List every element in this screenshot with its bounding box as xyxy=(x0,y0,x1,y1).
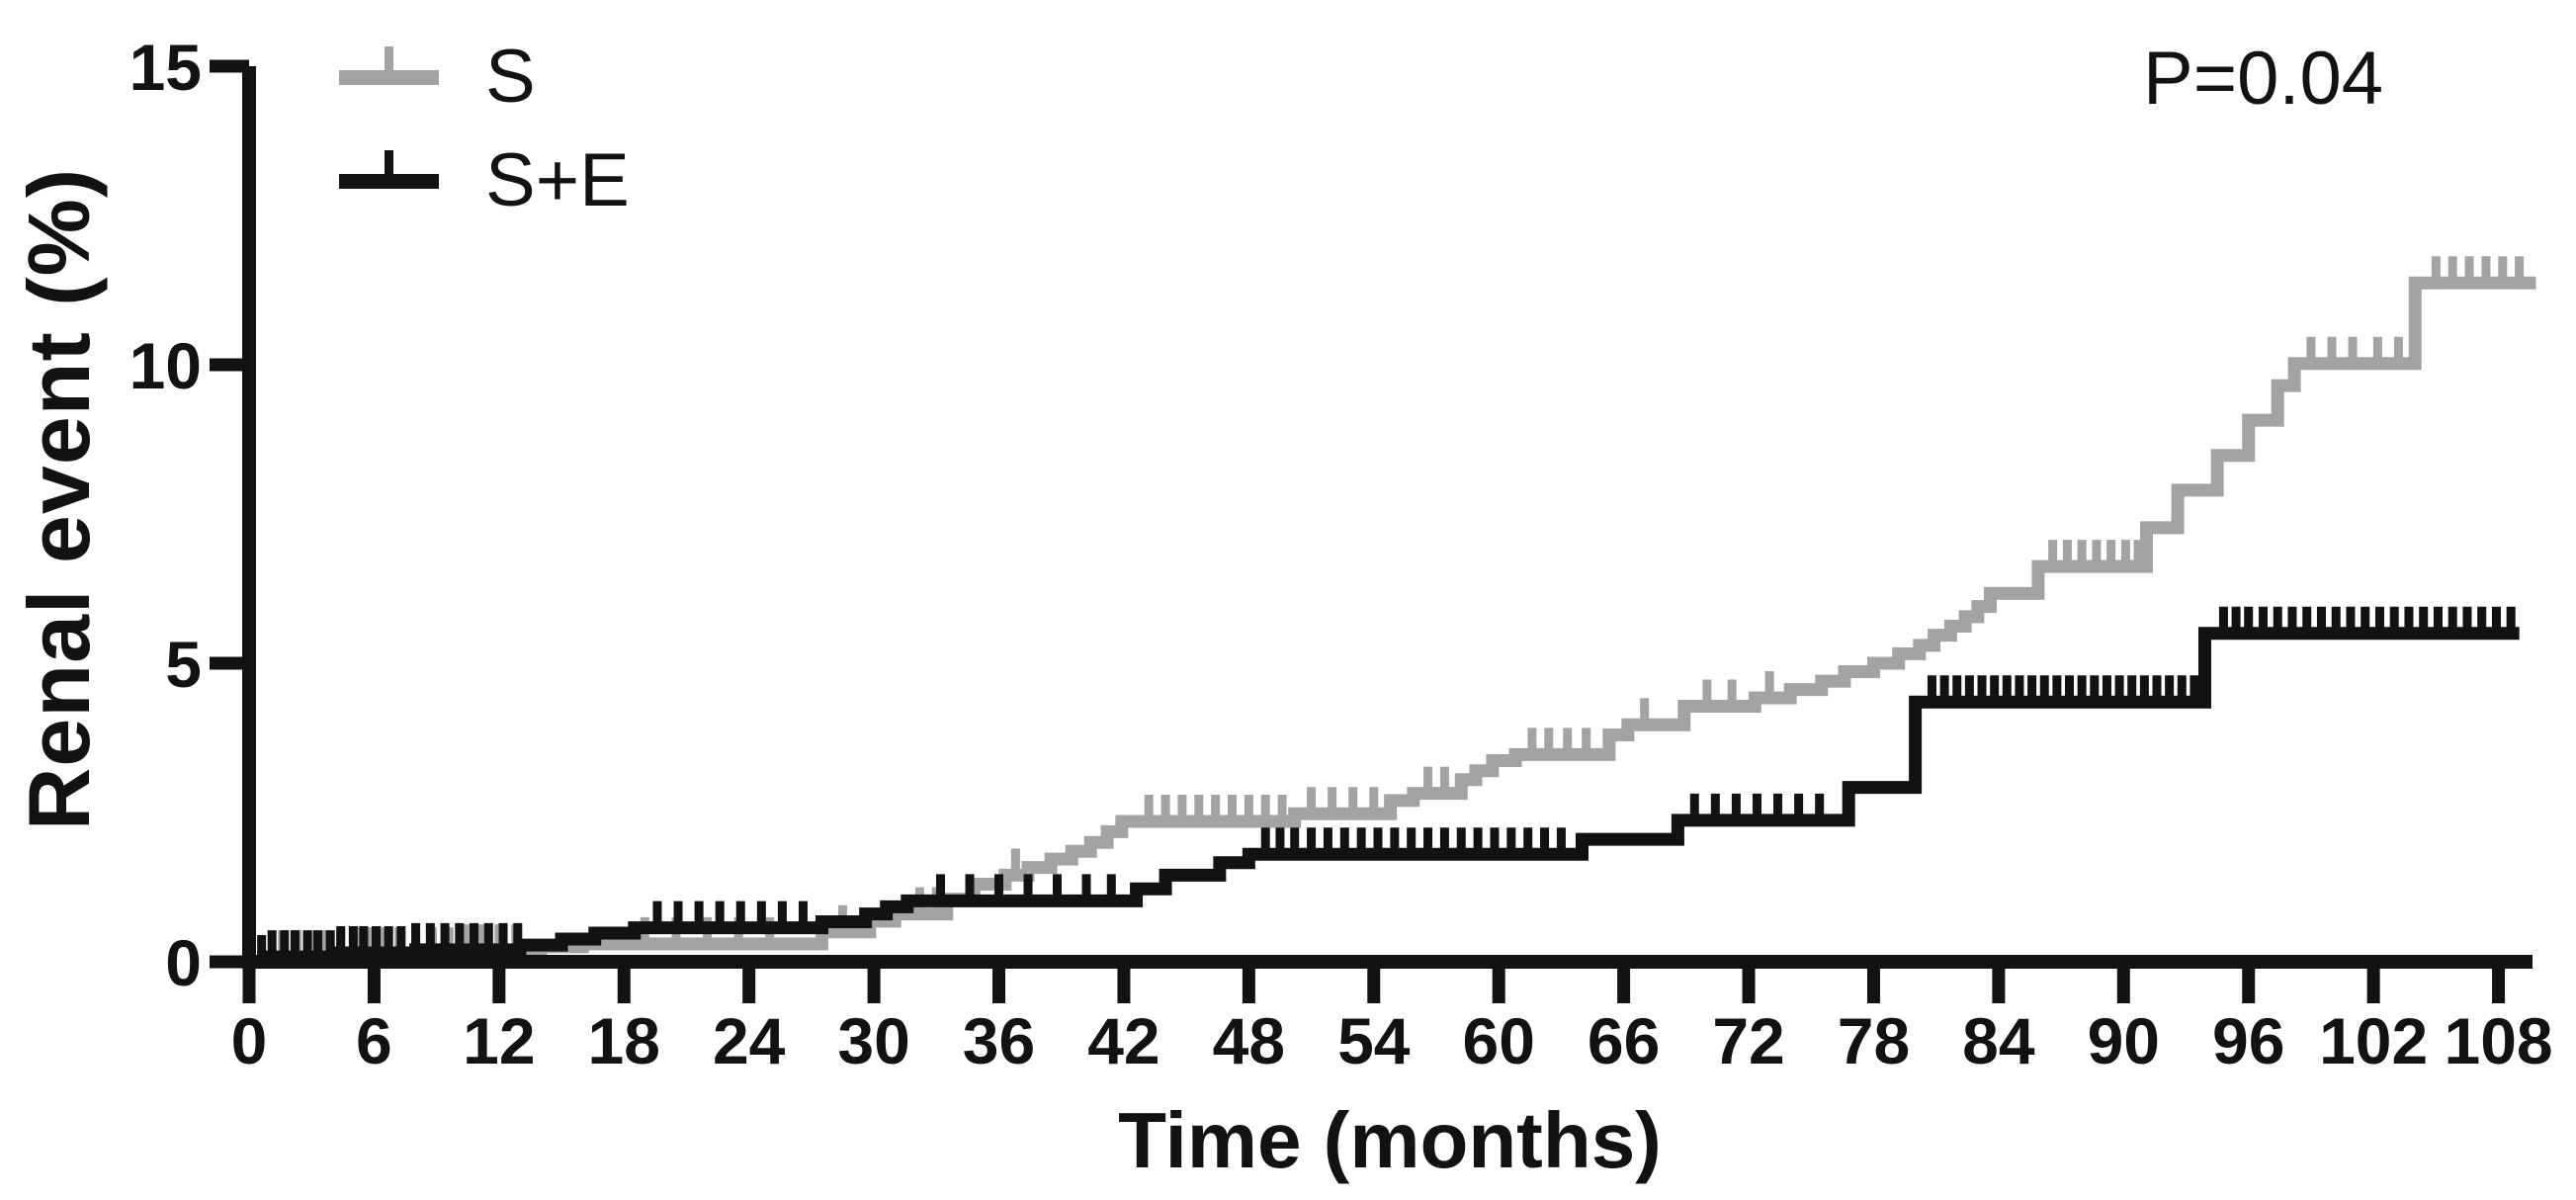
x-axis-tick-label: 102 xyxy=(2319,1004,2428,1077)
x-axis-tick-label: 84 xyxy=(1962,1004,2035,1077)
x-axis-tick-label: 66 xyxy=(1588,1004,1660,1077)
x-axis-tick-label: 48 xyxy=(1213,1004,1285,1077)
series-s-curve xyxy=(249,276,2536,969)
x-axis-tick-label: 90 xyxy=(2088,1004,2160,1077)
x-axis-tick-label: 78 xyxy=(1838,1004,1910,1077)
legend-item-s-plus-e: S+E xyxy=(339,137,630,224)
x-axis-title: Time (months) xyxy=(1118,1096,1662,1184)
x-axis-tick-label: 24 xyxy=(713,1004,786,1077)
y-axis-tick-label: 15 xyxy=(129,31,202,104)
x-axis-tick-label: 30 xyxy=(837,1004,909,1077)
x-axis-tick-label: 0 xyxy=(231,1004,268,1077)
y-axis-title: Renal event (%) xyxy=(10,167,108,831)
y-axis-tick-label: 5 xyxy=(165,628,202,701)
x-axis-tick-label: 96 xyxy=(2212,1004,2284,1077)
y-axis-tick-label: 10 xyxy=(129,329,202,402)
x-axis-tick-label: 108 xyxy=(2444,1004,2552,1077)
x-axis-tick-label: 36 xyxy=(963,1004,1035,1077)
legend-line-swatch-s xyxy=(339,45,439,85)
x-axis-tick-label: 42 xyxy=(1087,1004,1159,1077)
censor-tick-icon xyxy=(385,149,393,182)
x-axis-tick-label: 54 xyxy=(1337,1004,1411,1077)
legend-label-s: S xyxy=(485,35,536,119)
p-value-annotation: P=0.04 xyxy=(2143,37,2383,121)
y-axis-tick-label: 0 xyxy=(165,926,202,999)
axes: 0 5 10 15 0 6 12 18 24 30 36 42 48 54 60 66 72 78 84 90 96 10… xyxy=(129,31,2553,1077)
x-axis-tick-label: 6 xyxy=(356,1004,392,1077)
x-axis-tick-label: 72 xyxy=(1712,1004,1784,1077)
x-axis-tick-label: 18 xyxy=(588,1004,660,1077)
legend-line-swatch-s-plus-e xyxy=(339,149,439,189)
legend-label-s-plus-e: S+E xyxy=(485,138,630,222)
x-axis-tick-label: 60 xyxy=(1462,1004,1534,1077)
x-axis-tick-label: 12 xyxy=(463,1004,535,1077)
censor-tick-icon xyxy=(385,45,393,78)
legend-item-s: S xyxy=(339,34,536,121)
series-s-plus-e xyxy=(249,606,2520,969)
